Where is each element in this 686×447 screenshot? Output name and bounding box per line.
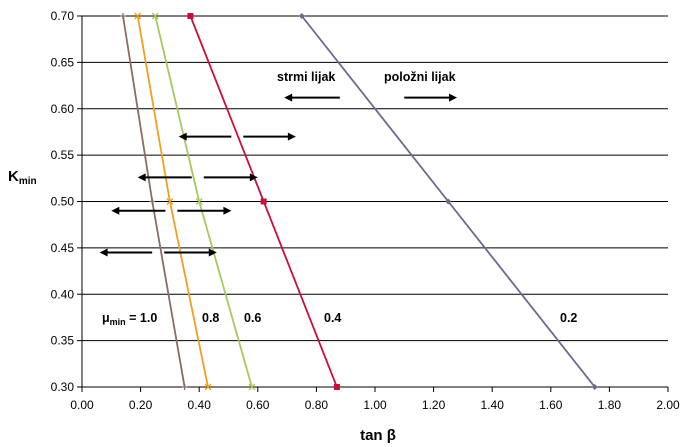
double-arrow-0 (99, 248, 217, 257)
x-tick-label-1.20: 1.20 (422, 398, 446, 412)
double-arrow-3-left-head (178, 132, 187, 141)
marker-0.8-1 (166, 198, 174, 205)
mu-label: μmin = 1.0 (102, 311, 157, 327)
curve-label-0.8: 0.8 (202, 311, 219, 325)
direction-arrow-1 (404, 93, 458, 102)
direction-arrow-0 (284, 93, 340, 102)
double-arrow-1 (111, 206, 232, 215)
y-tick-label-0.65: 0.65 (51, 55, 75, 69)
x-tick-label-0.00: 0.00 (70, 398, 94, 412)
double-arrow-2-left-head (137, 173, 146, 182)
marker-0.6-0-b (248, 383, 256, 391)
double-arrow-1-right-head (223, 206, 232, 215)
x-tick-label-1.60: 1.60 (539, 398, 563, 412)
arrows (99, 93, 458, 257)
x-tick-label-0.80: 0.80 (305, 398, 329, 412)
x-tick-label-0.60: 0.60 (246, 398, 270, 412)
double-arrow-0-left-head (99, 248, 108, 257)
marker-0.8-0-b (204, 383, 212, 391)
marker-0.6-2 (151, 12, 159, 20)
x-tick-label-0.20: 0.20 (129, 398, 153, 412)
y-tick-label-0.60: 0.60 (51, 102, 75, 116)
marker-0.8-0 (204, 383, 212, 391)
y-axis-title: Kmin (8, 168, 37, 187)
double-arrow-0-right-head (208, 248, 217, 257)
marker-0.6-2-b (151, 12, 159, 20)
marker-0.8-2-b (134, 12, 142, 20)
curve-label-0.2: 0.2 (560, 311, 577, 325)
marker-0.6-1-b (195, 198, 203, 205)
x-tick-label-1.40: 1.40 (481, 398, 505, 412)
marker-0.4-0 (333, 384, 340, 390)
y-axis-title-sub: min (19, 176, 37, 187)
x-axis-title: tan β (360, 427, 396, 444)
marker-1.0-0 (181, 384, 188, 390)
x-tick-label-1.00: 1.00 (363, 398, 387, 412)
double-arrow-2 (137, 173, 258, 182)
y-tick-label-0.40: 0.40 (51, 287, 75, 301)
mu-label-sub: min (110, 317, 126, 327)
y-tick-label-0.70: 0.70 (51, 9, 75, 23)
marker-0.2-2 (298, 13, 305, 19)
marker-0.6-1 (195, 198, 203, 205)
y-tick-label-0.35: 0.35 (51, 334, 75, 348)
gentle-funnel-label: položni lijak (384, 70, 456, 84)
marker-0.6-0 (248, 383, 256, 391)
y-tick-label-0.30: 0.30 (51, 380, 75, 394)
double-arrow-1-left-head (111, 206, 120, 215)
marker-0.4-2 (187, 13, 194, 19)
curve-label-0.4: 0.4 (324, 311, 341, 325)
y-tick-label-0.50: 0.50 (51, 195, 75, 209)
double-arrow-3-right-head (287, 132, 296, 141)
direction-arrow-0-head (284, 93, 293, 102)
x-tick-label-0.40: 0.40 (188, 398, 212, 412)
direction-arrow-1-head (449, 93, 458, 102)
marker-1.0-2 (120, 13, 127, 19)
marker-0.8-2 (134, 12, 142, 20)
marker-1.0-1 (149, 198, 156, 205)
x-tick-label-2.00: 2.00 (656, 398, 680, 412)
marker-0.2-1 (445, 198, 452, 205)
curve-label-0.6: 0.6 (244, 311, 261, 325)
mu-label-suffix: = 1.0 (126, 311, 158, 325)
double-arrow-2-right-head (249, 173, 258, 182)
marker-0.8-1-b (166, 198, 174, 205)
marker-0.4-1 (260, 198, 267, 205)
steep-funnel-label: strmi lijak (277, 70, 335, 84)
series-lines (120, 12, 598, 391)
axes: 0.30 0.35 0.40 0.45 0.50 0.55 0.60 0.65 0.70 0.00… (51, 9, 680, 412)
y-tick-label-0.55: 0.55 (51, 148, 75, 162)
marker-0.2-0 (591, 384, 598, 390)
double-arrow-3 (178, 132, 296, 141)
x-tick-label-1.80: 1.80 (598, 398, 622, 412)
y-tick-label-0.45: 0.45 (51, 241, 75, 255)
